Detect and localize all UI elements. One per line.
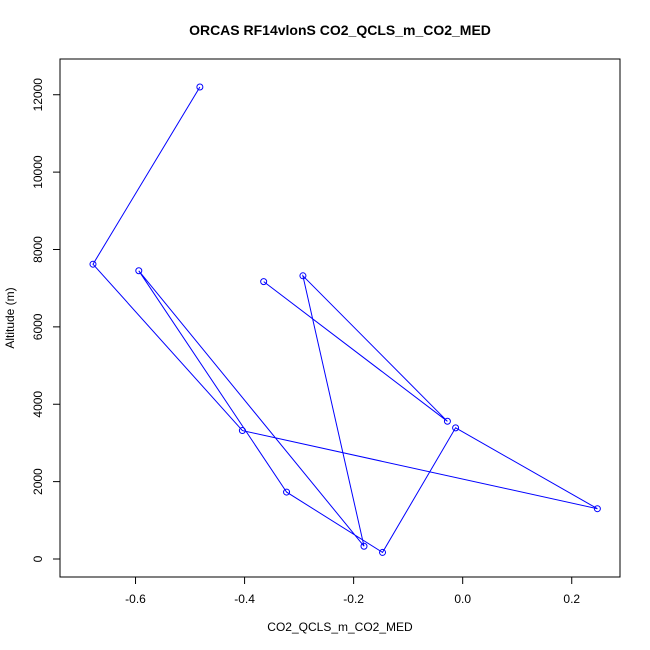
y-axis: 0 2000 4000 6000 8000 10000 12000 xyxy=(31,78,60,562)
data-point xyxy=(360,542,368,550)
y-axis-label: Altitude (m) xyxy=(3,287,17,348)
y-tick-label: 12000 xyxy=(31,78,45,112)
x-tick-label: -0.4 xyxy=(234,592,255,606)
data-point xyxy=(283,488,291,496)
data-point xyxy=(260,278,268,286)
y-tick-label: 0 xyxy=(31,555,45,562)
chart-title: ORCAS RF14vlonS CO2_QCLS_m_CO2_MED xyxy=(189,22,491,38)
data-point xyxy=(443,417,451,425)
data-point xyxy=(238,427,246,435)
x-tick-label: -0.6 xyxy=(125,592,146,606)
y-tick-label: 4000 xyxy=(31,391,45,418)
x-tick-label: 0.0 xyxy=(454,592,471,606)
data-point xyxy=(135,267,143,275)
series-line xyxy=(92,86,598,554)
y-tick-label: 8000 xyxy=(31,236,45,263)
x-axis: -0.6 -0.4 -0.2 0.0 0.2 xyxy=(125,577,580,606)
y-tick-label: 2000 xyxy=(31,468,45,495)
y-tick-label: 10000 xyxy=(31,155,45,189)
data-point xyxy=(452,424,460,432)
series-layer xyxy=(89,83,601,556)
data-point xyxy=(89,260,97,268)
y-tick-label: 6000 xyxy=(31,313,45,340)
x-tick-label: -0.2 xyxy=(343,592,364,606)
x-tick-label: 0.2 xyxy=(563,592,580,606)
plot-frame xyxy=(59,58,621,578)
data-point xyxy=(299,272,307,280)
data-point xyxy=(379,548,387,556)
data-point xyxy=(196,83,204,91)
x-axis-label: CO2_QCLS_m_CO2_MED xyxy=(267,620,413,634)
data-point xyxy=(593,505,601,513)
